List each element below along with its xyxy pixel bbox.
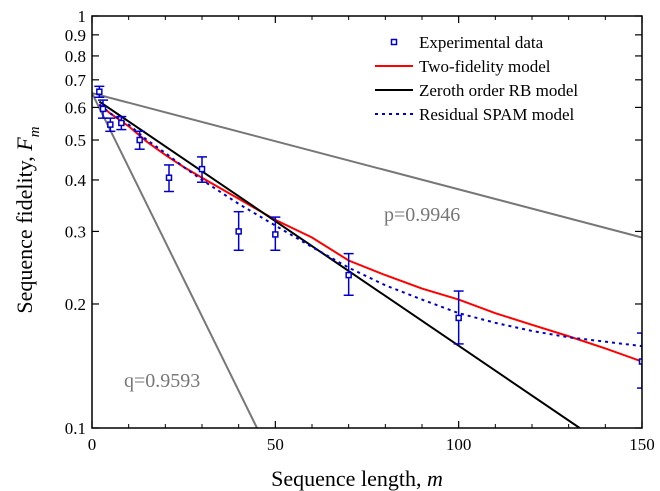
- data-point-group: [164, 164, 174, 193]
- y-tick-label: 0.7: [65, 71, 87, 90]
- data-point: [99, 105, 107, 113]
- y-tick-label: 0.2: [65, 295, 86, 314]
- x-tick-label: 100: [446, 435, 472, 454]
- y-tick-label: 0.1: [65, 419, 86, 438]
- y-tick-label: 0.4: [65, 171, 87, 190]
- data-point-group: [233, 210, 244, 252]
- data-point-group: [197, 156, 207, 183]
- data-point: [118, 119, 125, 127]
- data-point-group: [134, 130, 145, 150]
- data-point: [107, 121, 114, 128]
- legend-marker-experimental: [390, 38, 398, 46]
- data-point: [198, 165, 206, 173]
- y-tick-label: 1: [78, 7, 87, 26]
- legend: Experimental data Two-fidelity model Zerot…: [375, 33, 578, 124]
- data-point: [455, 314, 462, 322]
- data-point: [345, 271, 352, 279]
- x-tick-label: 50: [267, 435, 284, 454]
- plot-frame: [91, 15, 643, 429]
- reference-line-2: [92, 92, 258, 428]
- data-point-group: [116, 115, 127, 131]
- y-axis-label: Sequence fidelity, Fm: [12, 126, 43, 313]
- plot-area: [92, 85, 642, 428]
- data-point-group: [637, 332, 642, 389]
- y-tick-label: 0.8: [65, 47, 86, 66]
- annotations: p=0.9946 q=0.9593: [124, 204, 460, 392]
- data-point-group: [343, 252, 354, 296]
- annotation-p: p=0.9946: [384, 204, 460, 226]
- plot-clip-group: [92, 85, 642, 428]
- data-point: [235, 228, 242, 235]
- series-line-1: [98, 103, 642, 363]
- legend-label-3: Residual SPAM model: [419, 105, 575, 124]
- series-line-2: [98, 100, 581, 428]
- data-point-group: [270, 216, 281, 252]
- y-tick-label: 0.3: [65, 222, 86, 241]
- y-tick-label: 0.9: [65, 26, 86, 45]
- ticks: 0 50 100 150 0.1 0.2 0.3 0.4 0.5 0.6 0.7 0.8 0.91: [65, 7, 655, 454]
- legend-label-experimental: Experimental data: [419, 33, 544, 52]
- data-point: [638, 358, 642, 365]
- reference-line-1: [92, 92, 642, 239]
- data-point-group: [94, 85, 105, 99]
- data-point-group: [105, 117, 116, 133]
- y-tick-label: 0.5: [65, 131, 86, 150]
- x-tick-label: 150: [629, 435, 655, 454]
- data-point: [136, 136, 143, 144]
- x-tick-label: 0: [88, 435, 97, 454]
- legend-label-1: Two-fidelity model: [419, 57, 551, 76]
- series-line-3: [98, 103, 642, 348]
- data-point: [165, 174, 173, 181]
- legend-label-2: Zeroth order RB model: [419, 81, 578, 100]
- data-point-group: [98, 99, 108, 119]
- y-tick-label: 0.6: [65, 98, 86, 117]
- x-axis-label: Sequence length, m: [271, 466, 443, 491]
- data-point: [96, 88, 103, 95]
- data-point: [272, 231, 279, 238]
- data-point-group: [453, 290, 464, 345]
- annotation-q: q=0.9593: [124, 370, 200, 392]
